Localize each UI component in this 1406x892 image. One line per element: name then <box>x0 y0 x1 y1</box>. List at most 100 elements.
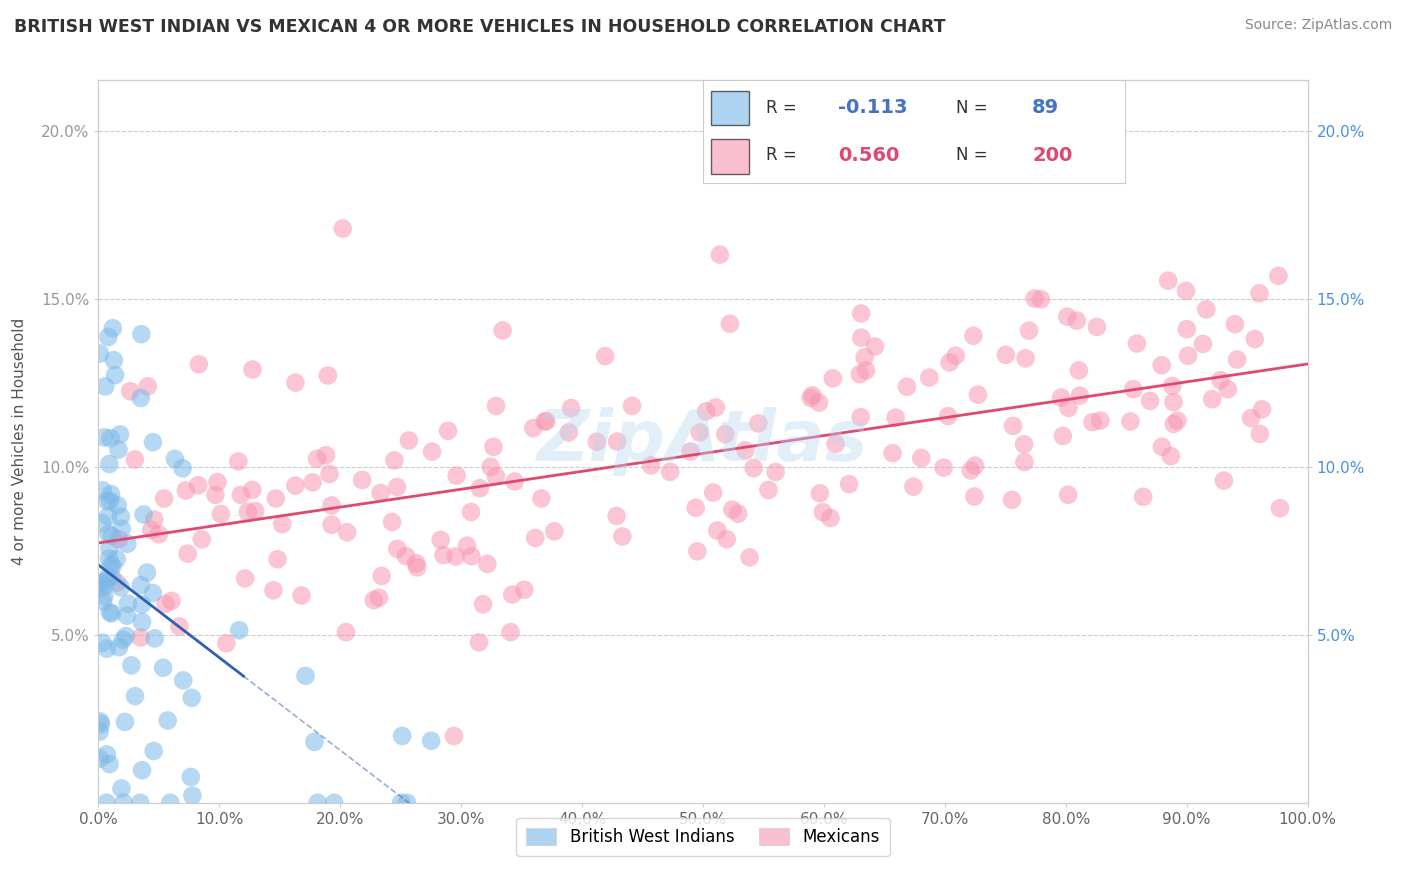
Point <box>332 221 354 235</box>
Point <box>1001 492 1024 507</box>
Point <box>1014 455 1036 469</box>
Point <box>110 509 132 524</box>
Point <box>120 384 142 399</box>
Point <box>142 586 165 600</box>
Point <box>808 486 831 500</box>
Point <box>1139 393 1161 408</box>
Point <box>1029 292 1052 306</box>
Point <box>742 461 765 475</box>
Point <box>215 636 238 650</box>
Point <box>420 733 443 747</box>
Point <box>800 391 823 405</box>
Point <box>1067 363 1090 377</box>
Point <box>97 551 120 566</box>
Point <box>96 641 118 656</box>
Point <box>1166 414 1188 428</box>
Point <box>395 796 418 810</box>
Point <box>1150 358 1173 372</box>
Point <box>89 714 111 729</box>
Point <box>335 625 357 640</box>
Point <box>105 552 128 566</box>
Point <box>97 330 120 344</box>
Point <box>105 575 128 590</box>
Point <box>101 607 124 621</box>
Point <box>89 724 111 739</box>
Point <box>271 517 294 532</box>
Point <box>187 478 209 492</box>
Point <box>284 376 307 390</box>
Point <box>420 444 443 458</box>
Point <box>965 458 987 473</box>
Point <box>446 468 468 483</box>
Point <box>97 509 120 524</box>
Point <box>209 507 232 521</box>
Point <box>444 549 467 564</box>
Point <box>284 478 307 492</box>
Point <box>233 571 256 585</box>
Point <box>1251 402 1274 417</box>
Point <box>370 569 392 583</box>
Point <box>120 658 142 673</box>
Point <box>323 796 346 810</box>
Point <box>820 511 842 525</box>
Point <box>758 483 780 497</box>
Point <box>91 636 114 650</box>
Point <box>172 461 194 475</box>
Point <box>124 452 146 467</box>
Point <box>240 483 263 497</box>
Point <box>307 451 329 466</box>
Point <box>98 457 121 471</box>
Point <box>367 591 389 605</box>
Point <box>1050 391 1073 405</box>
Point <box>808 395 831 409</box>
Point <box>524 531 547 545</box>
Point <box>176 547 198 561</box>
Point <box>1192 337 1215 351</box>
Point <box>142 744 165 758</box>
Point <box>228 454 250 468</box>
Point <box>117 597 139 611</box>
Point <box>180 690 202 705</box>
Point <box>304 735 326 749</box>
Point <box>477 557 499 571</box>
Point <box>96 494 118 508</box>
Point <box>801 388 824 402</box>
Point <box>101 570 124 584</box>
Point <box>104 368 127 383</box>
Point <box>93 579 115 593</box>
Point <box>107 533 129 547</box>
Text: 0.560: 0.560 <box>838 145 900 165</box>
Point <box>1132 490 1154 504</box>
Point <box>1268 501 1291 516</box>
Point <box>107 442 129 457</box>
Point <box>336 525 359 540</box>
Point <box>855 363 877 377</box>
Point <box>91 594 114 608</box>
Point <box>468 481 491 495</box>
Point <box>321 517 343 532</box>
Point <box>659 465 682 479</box>
Point <box>406 560 429 574</box>
Legend: British West Indians, Mexicans: British West Indians, Mexicans <box>516 818 890 856</box>
Point <box>307 796 329 810</box>
Point <box>501 588 523 602</box>
Point <box>686 544 709 558</box>
Point <box>1160 449 1182 463</box>
Point <box>294 669 316 683</box>
Point <box>101 559 124 574</box>
Point <box>704 401 727 415</box>
Point <box>405 556 427 570</box>
Point <box>443 729 465 743</box>
Point <box>1195 302 1218 317</box>
Point <box>1177 349 1199 363</box>
Point <box>131 327 153 342</box>
Point <box>838 477 860 491</box>
Point <box>734 443 756 458</box>
Text: -0.113: -0.113 <box>838 98 907 118</box>
Point <box>169 619 191 633</box>
Point <box>1012 437 1035 451</box>
Point <box>967 387 990 401</box>
Point <box>963 490 986 504</box>
Point <box>236 505 259 519</box>
Point <box>229 488 252 502</box>
